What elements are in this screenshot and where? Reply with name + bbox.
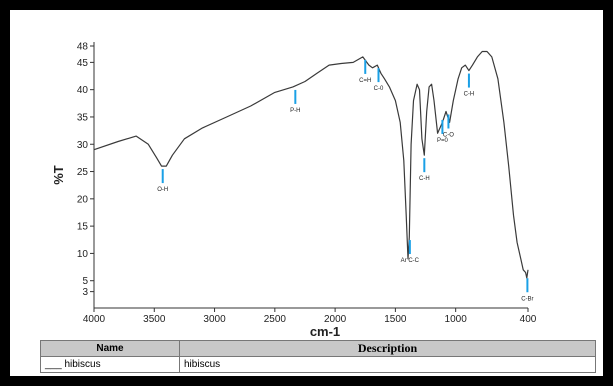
chart-annotations: O-H P-H C=HC-0 Ar C-C C-H P=0C-O C-H C-Br — [157, 59, 534, 302]
chart-axes — [93, 42, 528, 309]
chart-series — [93, 50, 529, 279]
sample-description-cell: hibiscus — [179, 356, 596, 373]
y-tick-label: 25 — [77, 167, 89, 178]
y-tick-label: 48 — [77, 42, 89, 53]
x-tick-label: 3500 — [143, 314, 166, 325]
peak-label: C=H — [359, 78, 371, 84]
y-tick-label: 10 — [77, 249, 89, 260]
y-tick-label: 40 — [77, 85, 89, 96]
peak-annotation: C-H — [419, 158, 430, 182]
peak-label: C-Br — [521, 296, 533, 302]
peak-label: Ar C-C — [401, 258, 420, 264]
x-tick-label: 3000 — [203, 314, 226, 325]
y-tick-label: 5 — [82, 276, 88, 287]
x-axis-title: cm-1 — [310, 324, 340, 339]
description-column-header: Description — [179, 340, 596, 357]
chart-ticks: 4000 3500 3000 2500 2000 1500 1000 400 35 10 15 20 2… — [77, 42, 537, 326]
peak-annotation: P=0 — [437, 119, 449, 144]
y-tick-label: 3 — [82, 287, 88, 298]
peak-label: C-O — [443, 133, 454, 139]
sample-name-cell: ___ hibiscus — [40, 356, 180, 373]
y-tick-label: 45 — [77, 58, 89, 69]
table-header-row: Name Description — [40, 340, 596, 357]
y-tick-label: 15 — [77, 222, 89, 233]
chart-frame: 4000 3500 3000 2500 2000 1500 1000 400 3 5 10 15 20 2… — [10, 10, 603, 376]
x-tick-label: 1500 — [384, 314, 407, 325]
peak-label: P-H — [290, 108, 300, 114]
x-tick-label: 2000 — [324, 314, 347, 325]
peak-annotation: C=H — [359, 59, 371, 84]
peak-annotation: C-H — [464, 73, 475, 98]
peak-label: C-0 — [374, 86, 384, 92]
peak-annotation: C-Br — [521, 278, 534, 302]
peak-annotation: Ar C-C — [401, 240, 420, 264]
table-row: ___ hibiscus hibiscus — [40, 356, 596, 373]
ir-spectrum-chart: 4000 3500 3000 2500 2000 1500 1000 400 35 10 15 20 2… — [51, 42, 537, 340]
y-axis-title: %T — [51, 165, 66, 185]
y-tick-label: 30 — [77, 140, 89, 151]
transmittance-line — [93, 50, 529, 279]
x-tick-label: 400 — [520, 314, 537, 325]
x-tick-label: 4000 — [83, 314, 106, 325]
peak-annotation: C-O — [443, 114, 454, 139]
x-tick-label: 2500 — [264, 314, 287, 325]
y-tick-label: 20 — [77, 194, 89, 205]
name-column-header: Name — [40, 340, 180, 357]
peak-annotation: O-H — [157, 169, 168, 193]
peak-label: P=0 — [437, 138, 449, 144]
peak-label: C-H — [419, 176, 430, 182]
peak-annotation: C-0 — [374, 68, 384, 92]
peak-annotation: P-H — [290, 89, 300, 114]
peak-label: C-H — [464, 92, 475, 98]
y-tick-label: 35 — [77, 112, 89, 123]
x-tick-label: 1000 — [445, 314, 468, 325]
peak-label: O-H — [157, 187, 168, 193]
sample-table: Name Description ___ hibiscus hibiscus — [40, 340, 596, 373]
